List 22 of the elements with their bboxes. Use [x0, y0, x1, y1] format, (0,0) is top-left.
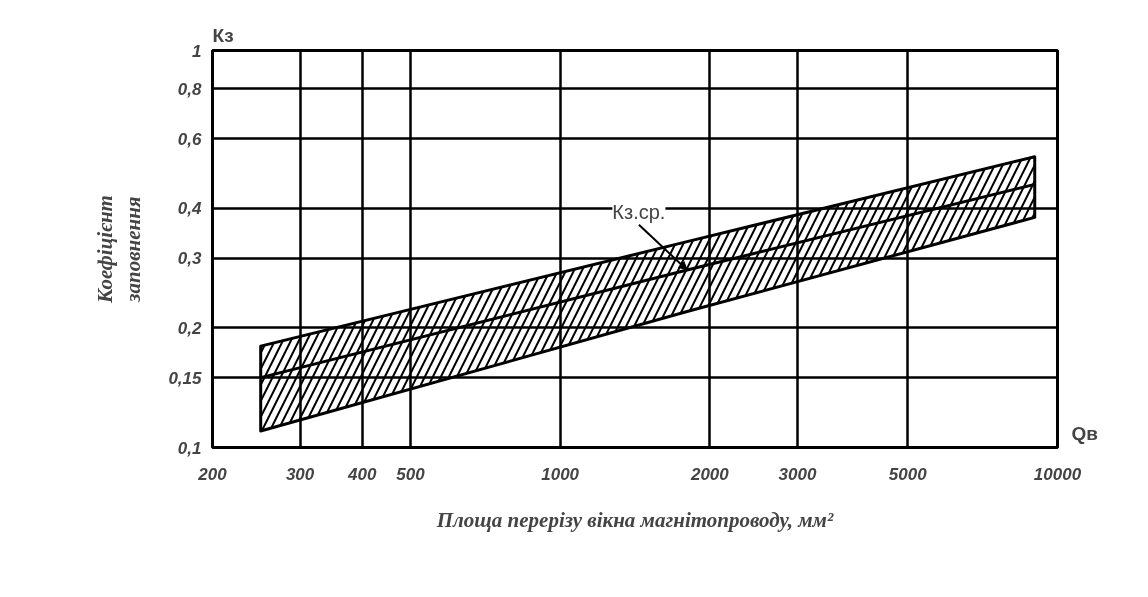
y-tick-label: 0,1: [177, 438, 202, 458]
y-axis-title: Коефіцієнт заповнення: [92, 195, 146, 304]
x-tick-label: 500: [396, 464, 426, 484]
annotation: Кз.ср.: [612, 200, 666, 223]
y-tick-label: 0,8: [177, 79, 203, 99]
text: Кз: [212, 24, 234, 46]
x-axis-title: Площа перерізу вікна магнітопроводу, мм²: [435, 507, 834, 532]
x-tick-label: 300: [285, 464, 315, 484]
y-tick-label: 0,4: [177, 199, 203, 219]
x-tick-label: 10000: [1033, 464, 1082, 484]
x-tick-label: 1000: [541, 464, 580, 484]
y-tick-label: 0,15: [168, 368, 203, 388]
x-tick-label: 3000: [778, 464, 817, 484]
y-tick-label: 0,3: [177, 249, 203, 269]
y-tick-label: 0,6: [177, 129, 203, 149]
x-tick-label: 200: [197, 464, 228, 484]
x-tick-label: 5000: [888, 464, 928, 484]
y-tick-label: 0,2: [177, 318, 203, 338]
text: Qв: [1071, 422, 1098, 444]
y-tick-label: 1: [192, 41, 202, 61]
x-tick-label: 400: [347, 464, 377, 484]
x-tick-label: 2000: [689, 464, 730, 484]
